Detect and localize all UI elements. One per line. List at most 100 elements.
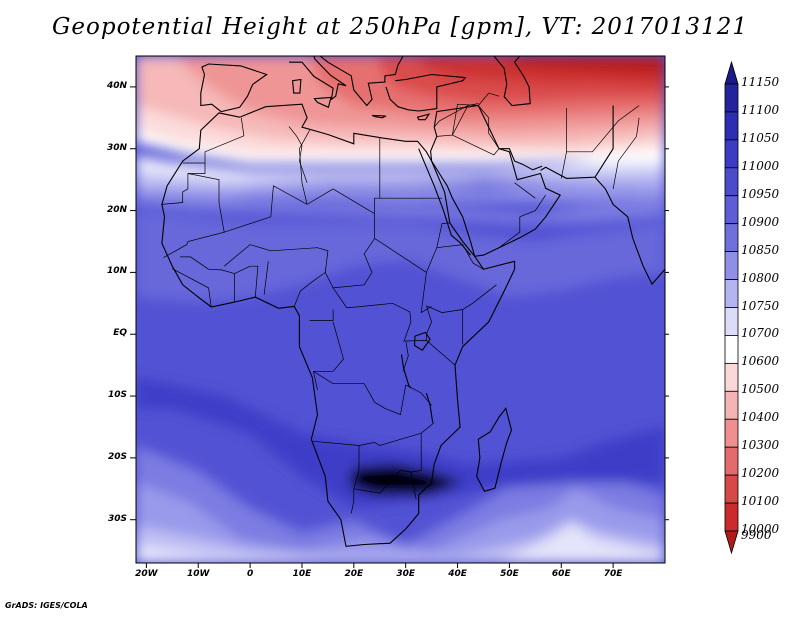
lon-tick-label: 0 (246, 569, 254, 579)
colorbar-level-label: 10950 (741, 186, 780, 201)
colorbar-level-label: 10600 (741, 354, 780, 369)
colorbar-segment (724, 139, 739, 169)
country-border (182, 117, 245, 164)
band-north-9900 (499, 56, 665, 75)
country-border (433, 105, 469, 128)
colorbar-level-label: 10700 (741, 326, 780, 341)
colorbar-segment (724, 167, 739, 197)
lon-tick-label: 50E (500, 569, 519, 579)
colorbar-level-label: 10300 (741, 438, 780, 453)
country-border (410, 433, 422, 473)
country-border (436, 244, 484, 270)
arabia-coastline (430, 104, 562, 257)
grads-credit: GrADS: IGES/COLA (5, 601, 88, 610)
lon-tick-label: 70E (603, 569, 623, 579)
lat-tick-label: 10N (106, 266, 127, 277)
colorbar-level-label: 10000 (741, 522, 780, 536)
country-border (293, 272, 326, 307)
lon-tick-label: 10W (187, 569, 210, 579)
lake-malawi-outline (425, 392, 434, 423)
lat-tick-label: 10S (107, 390, 127, 401)
persian-gulf-coastline (499, 148, 543, 171)
country-border (208, 268, 235, 274)
lat-tick-label: 30N (106, 142, 127, 153)
country-border (566, 105, 640, 153)
country-border (332, 287, 412, 343)
band-south-africa-low-11000 (136, 377, 665, 508)
country-border (478, 105, 500, 149)
country-border (452, 103, 479, 136)
lat-tick-label: EQ (113, 328, 127, 339)
colorbar-segment (724, 111, 739, 141)
colorbar-level-label: 10850 (741, 242, 780, 257)
colorbar-level-label: 11150 (741, 75, 780, 89)
country-border (405, 384, 432, 406)
colorbar-bottom-arrow (724, 530, 739, 555)
red-sea-coast (418, 148, 471, 256)
lon-tick-label: 30E (396, 569, 416, 579)
caspian-coastline (493, 56, 531, 107)
colorbar-segment (724, 362, 739, 392)
map-title: Geopotential Height at 250hPa [gpm], VT:… (52, 14, 748, 40)
colorbar-segment (724, 446, 739, 476)
colorbar-segment (724, 418, 739, 448)
colorbar-segment (724, 474, 739, 504)
band-subtropics-10700 (136, 154, 665, 180)
colorbar-segment (724, 335, 739, 364)
country-border (612, 117, 640, 189)
country-border (426, 305, 432, 341)
colorbar-segment (724, 251, 739, 280)
lake-victoria-outline (413, 331, 431, 352)
africa-coastline (161, 103, 516, 547)
italy-coastline (289, 56, 347, 101)
cyprus-coastline (416, 113, 431, 121)
country-border (478, 92, 500, 106)
country-border (452, 134, 500, 156)
lon-tick-label: 10E (292, 569, 312, 579)
country-border (288, 126, 308, 183)
madagascar-coastline (476, 407, 513, 492)
lat-tick-label: 20S (107, 451, 127, 462)
colorbar-level-label: 10750 (741, 298, 780, 313)
axis-ticks (130, 86, 669, 568)
band-sahel-10900 (136, 210, 665, 304)
lon-tick-label: 60E (551, 569, 571, 579)
country-border (519, 194, 546, 218)
colorbar-level-label: 10400 (741, 410, 780, 425)
country-border (374, 197, 380, 214)
lon-tick-label: 40E (448, 569, 467, 579)
lon-tick-label: 20E (344, 569, 364, 579)
sicily-coastline (313, 96, 332, 109)
colorbar-segment (724, 83, 739, 113)
colorbar-segment (724, 195, 739, 225)
colorbar (724, 60, 739, 555)
country-border (250, 265, 259, 298)
colorbar-level-label: 10800 (741, 270, 780, 285)
colorbar-top-arrow (724, 60, 739, 85)
band-kalahari-11100 (364, 473, 427, 490)
colorbar-level-label: 10100 (741, 494, 780, 509)
country-border (426, 222, 450, 273)
colorbar-level-label: 11100 (741, 102, 780, 117)
band-sahara-10750 (136, 167, 665, 189)
turkey-coastline (385, 73, 467, 112)
country-border (514, 182, 536, 199)
country-border (312, 321, 344, 390)
country-border (161, 163, 206, 205)
country-border (309, 309, 334, 321)
country-border (498, 216, 521, 248)
colorbar-level-label: 11000 (741, 158, 780, 173)
india-coastline (594, 176, 665, 286)
country-border (180, 256, 209, 270)
colorbar-segment (724, 502, 739, 532)
colorbar-level-label: 10500 (741, 382, 780, 397)
band-southern-edge-10700 (136, 522, 665, 563)
band-sahara-10850 (136, 192, 665, 223)
iran-coastline (540, 105, 614, 179)
lat-tick-label: 20N (106, 204, 127, 215)
colorbar-level-label: 9900 (741, 528, 772, 542)
country-border (405, 340, 456, 366)
balkans-coastline (319, 56, 404, 107)
colorbar-level-label: 11050 (741, 130, 780, 145)
country-border (402, 340, 409, 372)
